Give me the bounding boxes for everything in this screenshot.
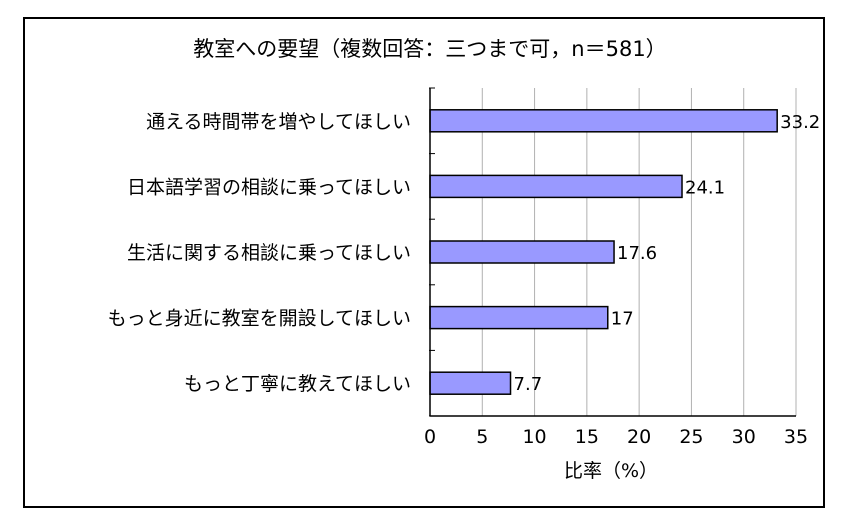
bar — [429, 371, 512, 395]
bar — [429, 109, 778, 133]
x-tick-label: 0 — [424, 426, 436, 448]
category-label: 生活に関する相談に乗ってほしい — [127, 242, 411, 264]
chart-title: 教室への要望（複数回答：三つまで可，n＝581） — [193, 37, 666, 61]
value-label: 33.2 — [780, 112, 820, 133]
bar — [429, 240, 615, 264]
x-tick-label: 35 — [784, 426, 808, 448]
category-label: もっと身近に教室を開設してほしい — [108, 308, 411, 330]
x-tick-label: 20 — [627, 426, 651, 448]
value-label: 24.1 — [685, 177, 725, 198]
x-tick-label: 25 — [679, 426, 703, 448]
bars — [429, 109, 778, 395]
labels: 0 5 10 15 20 25 30 35 通える時間帯を増やしてほしい 33.2 日本語学習の相談… — [108, 111, 821, 448]
category-label: 日本語学習の相談に乗ってほしい — [127, 176, 411, 198]
x-tick-label: 30 — [732, 426, 756, 448]
axes — [429, 87, 796, 417]
x-axis-label: 比率（%） — [564, 460, 658, 482]
x-tick-label: 5 — [476, 426, 488, 448]
x-tick-label: 10 — [522, 426, 546, 448]
bar — [429, 174, 683, 199]
grid-lines — [481, 88, 797, 416]
x-tick-label: 15 — [575, 426, 599, 448]
value-label: 7.7 — [514, 374, 543, 395]
category-label: もっと丁寧に教えてほしい — [184, 373, 411, 395]
bar — [429, 305, 609, 330]
category-label: 通える時間帯を増やしてほしい — [146, 111, 411, 133]
value-label: 17 — [611, 309, 634, 330]
value-label: 17.6 — [617, 243, 657, 264]
